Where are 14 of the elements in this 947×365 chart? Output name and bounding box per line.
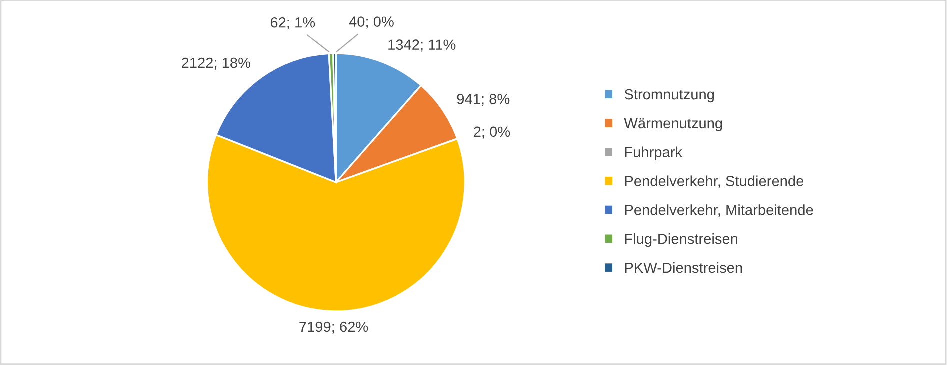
legend-label: PKW-Dienstreisen bbox=[625, 262, 742, 274]
legend-label: Pendelverkehr, Studierende bbox=[625, 176, 804, 188]
data-label: 62; 1% bbox=[270, 17, 316, 30]
legend-label: Pendelverkehr, Mitarbeitende bbox=[625, 204, 814, 218]
data-label: 40; 0% bbox=[349, 16, 394, 29]
data-label: 941; 8% bbox=[457, 94, 510, 106]
legend-label: Fuhrpark bbox=[625, 146, 683, 160]
data-label: 7199; 62% bbox=[300, 322, 368, 334]
data-label: 1342; 11% bbox=[388, 40, 456, 52]
legend-label: Stromnutzung bbox=[624, 89, 714, 103]
legend-label: Wärmenutzung bbox=[624, 118, 722, 132]
legend-label: Flug-Dienstreisen bbox=[625, 234, 738, 248]
data-label: 2122; 18% bbox=[182, 58, 250, 70]
data-label: 2; 0% bbox=[474, 126, 510, 139]
